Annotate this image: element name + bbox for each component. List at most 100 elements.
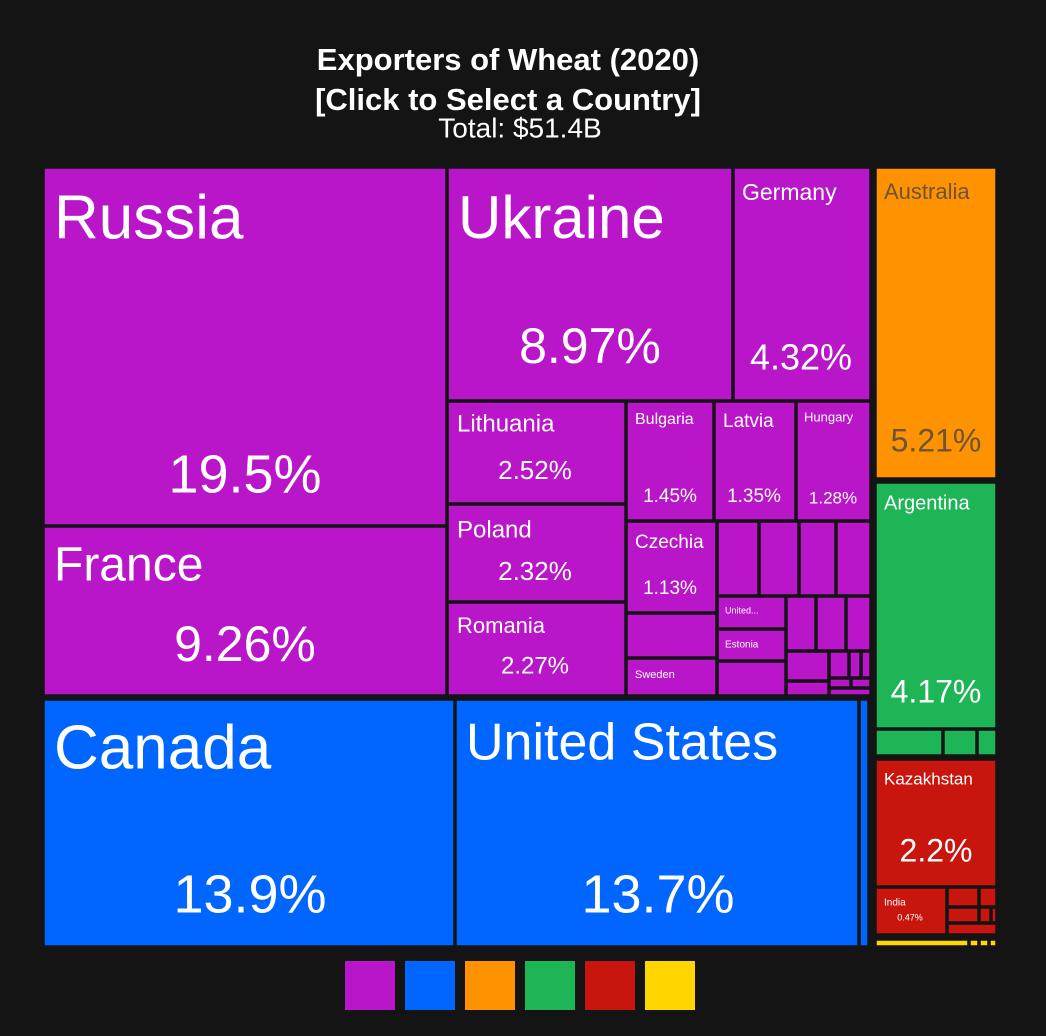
- country-tile[interactable]: [626, 401, 714, 521]
- minor-tile[interactable]: [875, 729, 943, 756]
- country-name: Hungary: [804, 409, 854, 424]
- country-share: 4.32%: [750, 337, 852, 378]
- minor-tile[interactable]: [947, 923, 997, 935]
- minor-tile[interactable]: [799, 521, 836, 596]
- country-tile[interactable]: [43, 699, 455, 947]
- country-name: Australia: [884, 179, 970, 204]
- country-share: 1.35%: [727, 486, 781, 507]
- country-tile[interactable]: [717, 596, 786, 629]
- country-tile[interactable]: [796, 401, 871, 521]
- minor-tile[interactable]: [759, 521, 799, 596]
- minor-tile[interactable]: [836, 521, 871, 596]
- country-tile[interactable]: [447, 504, 626, 602]
- country-tile[interactable]: [714, 401, 796, 521]
- country-tile[interactable]: [626, 658, 717, 696]
- country-share: 13.9%: [173, 864, 326, 924]
- minor-tile[interactable]: [943, 729, 977, 756]
- country-name: United States: [466, 714, 778, 772]
- minor-tile[interactable]: [717, 661, 786, 696]
- minor-tile[interactable]: [829, 688, 871, 696]
- country-name: Canada: [54, 713, 272, 782]
- country-share: 5.21%: [891, 422, 982, 458]
- minor-tile[interactable]: [626, 613, 717, 658]
- country-share: 2.32%: [498, 556, 572, 586]
- country-share: 8.97%: [519, 318, 661, 374]
- country-share: 1.13%: [643, 578, 697, 599]
- country-tile[interactable]: [626, 521, 717, 613]
- country-share: 9.26%: [174, 616, 316, 672]
- minor-tile[interactable]: [947, 887, 979, 907]
- country-tile[interactable]: [43, 167, 447, 526]
- country-share: 13.7%: [581, 864, 734, 924]
- country-share: 2.52%: [498, 455, 572, 485]
- country-name: United...: [725, 605, 759, 615]
- country-name: France: [54, 539, 203, 592]
- minor-tile[interactable]: [989, 939, 997, 947]
- minor-tile[interactable]: [875, 939, 969, 947]
- country-name: Estonia: [725, 640, 759, 651]
- country-share: 1.28%: [809, 488, 857, 507]
- country-name: Kazakhstan: [884, 769, 973, 788]
- country-name: Russia: [54, 183, 244, 252]
- country-name: India: [884, 898, 906, 909]
- legend-swatch[interactable]: [645, 961, 695, 1010]
- legend-swatch[interactable]: [585, 961, 635, 1010]
- country-name: Argentina: [884, 492, 970, 514]
- minor-tile[interactable]: [786, 681, 829, 696]
- minor-tile[interactable]: [816, 596, 846, 651]
- legend-swatch[interactable]: [525, 961, 575, 1010]
- country-share: 4.17%: [891, 673, 982, 709]
- country-name: Sweden: [635, 669, 675, 681]
- country-name: Ukraine: [458, 184, 665, 251]
- minor-tile[interactable]: [977, 729, 997, 756]
- minor-tile[interactable]: [851, 678, 871, 688]
- tiles: Russia 19.5% France 9.26% Ukraine 8.97% German…: [43, 167, 997, 947]
- chart-total: Total: $51.4B: [438, 112, 601, 143]
- country-name: Poland: [457, 516, 532, 543]
- country-tile[interactable]: [455, 699, 859, 947]
- minor-tile[interactable]: [991, 907, 997, 923]
- minor-tile[interactable]: [846, 596, 871, 651]
- country-tile[interactable]: [43, 526, 447, 696]
- minor-tile[interactable]: [979, 887, 997, 907]
- minor-tile[interactable]: [969, 939, 979, 947]
- minor-tile[interactable]: [861, 651, 871, 678]
- country-name: Czechia: [635, 532, 704, 553]
- country-name: Romania: [457, 613, 546, 638]
- country-tile[interactable]: [717, 629, 786, 661]
- legend-swatch[interactable]: [465, 961, 515, 1010]
- minor-tile[interactable]: [717, 521, 759, 596]
- country-tile[interactable]: [875, 482, 997, 729]
- minor-tile[interactable]: [849, 651, 861, 678]
- chart-title: Exporters of Wheat (2020): [317, 42, 699, 77]
- minor-tile[interactable]: [786, 651, 829, 681]
- minor-tile[interactable]: [786, 596, 816, 651]
- legend-swatch[interactable]: [345, 961, 395, 1010]
- minor-tile[interactable]: [859, 699, 869, 947]
- country-share: 2.27%: [501, 652, 569, 679]
- country-tile[interactable]: [875, 887, 947, 935]
- country-share: 2.2%: [900, 832, 973, 868]
- minor-tile[interactable]: [979, 939, 989, 947]
- minor-tile[interactable]: [829, 651, 849, 678]
- legend-swatch[interactable]: [405, 961, 455, 1010]
- country-name: Lithuania: [457, 410, 555, 437]
- country-name: Germany: [742, 179, 837, 205]
- country-share: 1.45%: [643, 486, 697, 507]
- legend: [345, 961, 695, 1010]
- minor-tile[interactable]: [829, 678, 851, 688]
- country-name: Bulgaria: [635, 411, 694, 428]
- country-tile[interactable]: [733, 167, 871, 401]
- country-share: 19.5%: [168, 444, 321, 504]
- country-tile[interactable]: [447, 401, 626, 504]
- chart-subtitle[interactable]: [Click to Select a Country]: [315, 82, 701, 117]
- country-tile[interactable]: [447, 602, 626, 696]
- minor-tile[interactable]: [947, 907, 979, 923]
- country-tile[interactable]: [875, 167, 997, 479]
- country-tile[interactable]: [875, 759, 997, 887]
- country-tile[interactable]: [447, 167, 733, 401]
- country-name: Latvia: [723, 411, 774, 432]
- minor-tile[interactable]: [979, 907, 991, 923]
- country-share: 0.47%: [897, 912, 923, 922]
